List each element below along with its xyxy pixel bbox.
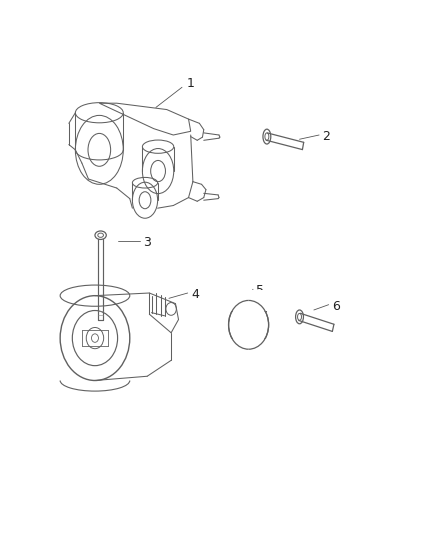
- Text: 1: 1: [187, 77, 194, 90]
- Text: 5: 5: [256, 284, 265, 297]
- Text: 2: 2: [321, 130, 329, 143]
- Text: 3: 3: [143, 236, 151, 249]
- Circle shape: [229, 301, 268, 349]
- Text: 4: 4: [191, 288, 199, 301]
- Text: 6: 6: [332, 300, 339, 313]
- Bar: [228, 290, 269, 311]
- Bar: [228, 338, 269, 360]
